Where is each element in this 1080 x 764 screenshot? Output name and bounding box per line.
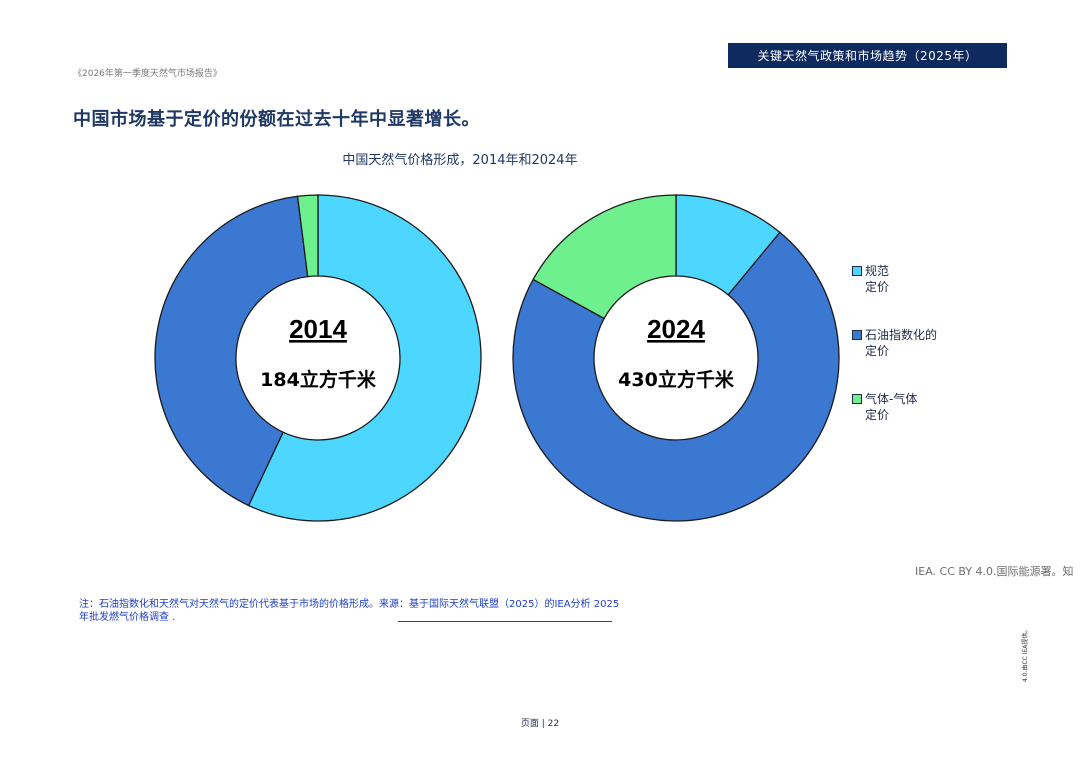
donut-slice-gas-on-gas-2024 (532, 194, 677, 320)
legend-item-oil-indexed: 石油指数化的 定价 (852, 327, 945, 359)
donut-total-label: 430立方千米 (618, 368, 735, 391)
donut-slice-regulated-2014 (247, 194, 482, 522)
legend-item-regulated: 规范 定价 (852, 263, 945, 295)
donut-slice-oil-indexed-2014 (154, 195, 309, 507)
legend-label: 石油指数化的 定价 (865, 328, 938, 358)
footnote: 注：石油指数化和天然气对天然气的定价代表基于市场的价格形成。来源：基于国际天然气… (79, 599, 620, 623)
credit-line: IEA. CC BY 4.0.国际能源署。知 (915, 565, 1074, 578)
chart-legend: 规范 定价 石油指数化的 定价 气体-气体 定价 (852, 263, 945, 455)
legend-label: 气体-气体 定价 (865, 392, 918, 422)
report-section-banner: 关键天然气政策和市场趋势（2025年） (728, 43, 1007, 68)
legend-swatch-gas-on-gas (852, 394, 862, 404)
page-title: 中国市场基于定价的份额在过去十年中显著增长。 (73, 109, 480, 130)
legend-swatch-regulated (852, 266, 862, 276)
donut-2014: 2014 184立方千米 (154, 194, 482, 522)
footnote-link-underline (398, 621, 612, 622)
chart-title: 中国天然气价格形成，2014年和2024年 (342, 153, 578, 168)
side-license-text: 4.0.由CC IEA提供。 (1022, 626, 1029, 682)
legend-swatch-oil-indexed (852, 330, 862, 340)
donut-slice-gas-on-gas-2014 (296, 194, 319, 278)
donut-total-label: 184立方千米 (260, 368, 377, 391)
donut-year-label: 2014 (289, 314, 347, 344)
legend-item-gas-on-gas: 气体-气体 定价 (852, 391, 945, 423)
donut-year-label: 2024 (647, 314, 705, 344)
legend-label: 规范 定价 (865, 264, 890, 294)
banner-title: 关键天然气政策和市场趋势（2025年） (757, 49, 978, 63)
report-name: 《2026年第一季度天然气市场报告》 (73, 69, 222, 79)
donut-2024: 2024 430立方千米 (512, 194, 840, 522)
donut-slice-oil-indexed-2024 (512, 231, 840, 522)
page-number: 页面 | 22 (520, 719, 560, 729)
